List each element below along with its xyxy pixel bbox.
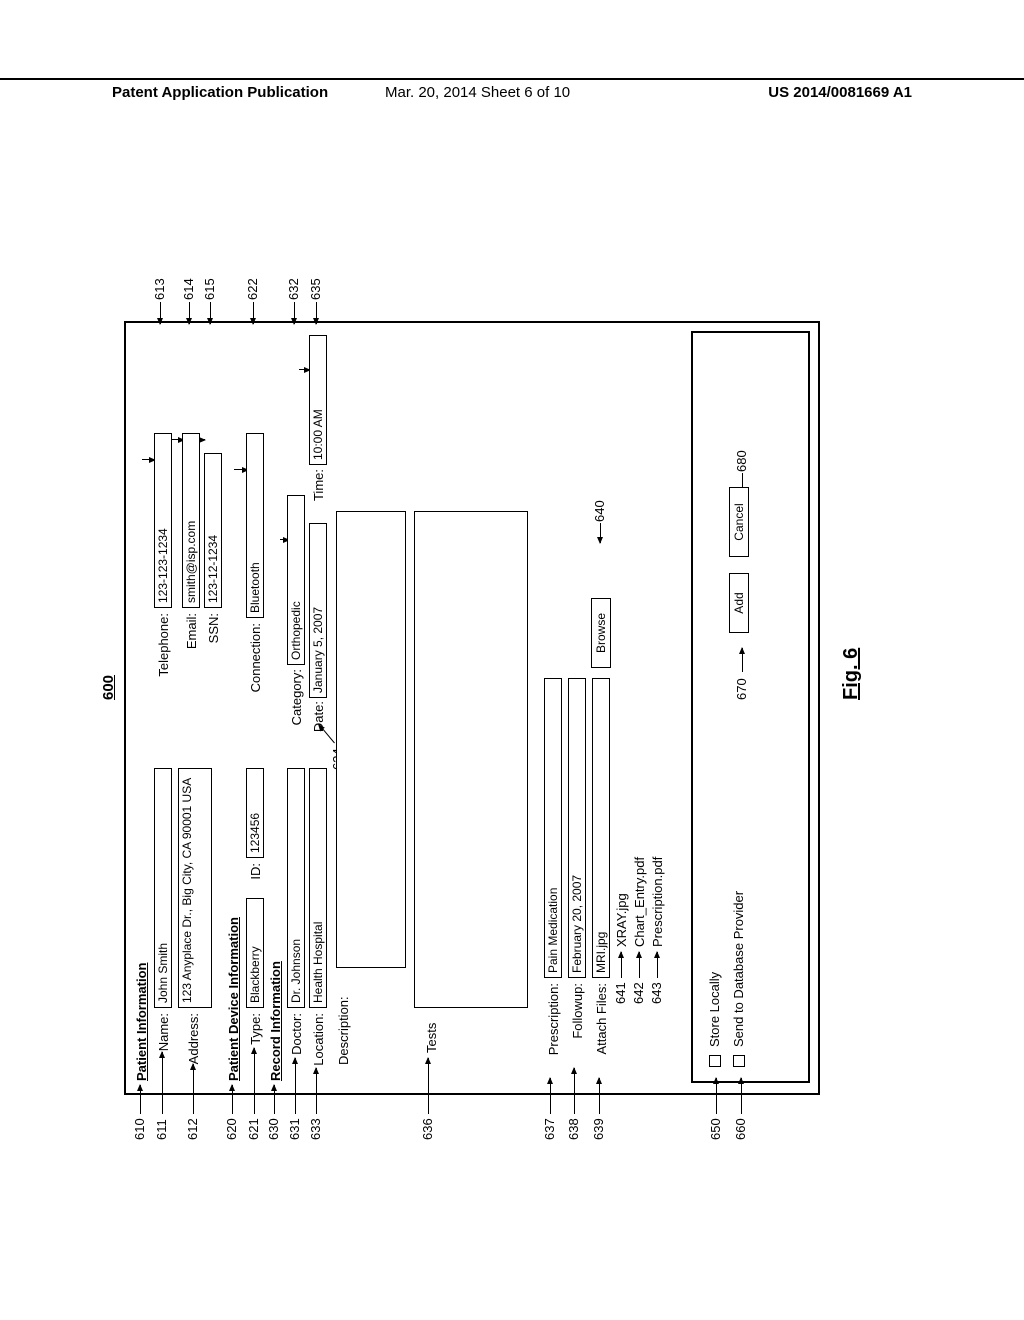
ref-610: 610	[132, 1118, 147, 1140]
ref-630: 630	[266, 1118, 281, 1140]
tests-field[interactable]	[414, 511, 528, 1008]
ref-621: 621	[246, 1118, 261, 1140]
type-label: Type:	[248, 1013, 263, 1059]
followup-label: Followup:	[570, 983, 585, 1073]
connection-label: Connection:	[248, 623, 263, 713]
location-label: Location:	[311, 1013, 326, 1081]
name-label: Name:	[156, 1013, 171, 1063]
ref-633: 633	[308, 1118, 323, 1140]
attach-label: Attach Files:	[594, 983, 609, 1093]
telephone-label: Telephone:	[156, 613, 171, 693]
ref-620: 620	[224, 1118, 239, 1140]
store-locally-checkbox[interactable]	[709, 1055, 721, 1067]
telephone-field[interactable]: 123-123-1234	[154, 433, 172, 608]
ref-638: 638	[566, 1118, 581, 1140]
patient-info-title: Patient Information	[134, 963, 149, 1081]
figure-wrap: 600 610 611 612 620 621 630 631 633 636 …	[100, 160, 920, 1240]
location-field[interactable]: Health Hospital	[309, 768, 327, 1008]
connection-field[interactable]: Bluetooth	[246, 433, 264, 618]
ref-635: 635	[308, 278, 323, 300]
figure: 600 610 611 612 620 621 630 631 633 636 …	[100, 160, 920, 1240]
add-button[interactable]: Add	[729, 573, 749, 633]
page-header: Patent Application Publication Mar. 20, …	[0, 78, 1024, 110]
ref-637: 637	[542, 1118, 557, 1140]
file-2: Chart_Entry.pdf	[632, 857, 647, 947]
header-right: US 2014/0081669 A1	[768, 84, 912, 101]
store-locally-label: Store Locally	[707, 972, 722, 1047]
ssn-field[interactable]: 123-12-1234	[204, 453, 222, 608]
prescription-field[interactable]: Pain Medication	[544, 678, 562, 978]
doctor-label: Doctor:	[289, 1013, 304, 1071]
ref-636: 636	[420, 1118, 435, 1140]
file-1: XRAY.jpg	[614, 893, 629, 947]
ref-614: 614	[181, 278, 196, 300]
ref-613: 613	[152, 278, 167, 300]
ref-615: 615	[202, 278, 217, 300]
category-field[interactable]: Orthopedic	[287, 495, 305, 665]
name-field[interactable]: John Smith	[154, 768, 172, 1008]
date-label: Date:	[311, 701, 326, 745]
id-field[interactable]: 123456	[246, 768, 264, 858]
figure-caption: Fig. 6	[840, 648, 863, 700]
date-field[interactable]: January 5, 2007	[309, 523, 327, 698]
ref-650: 650	[708, 1118, 723, 1140]
description-field[interactable]	[336, 511, 406, 968]
send-db-label: Send to Database Provider	[731, 891, 746, 1047]
attach-field[interactable]: MRI.jpg	[592, 678, 610, 978]
followup-field[interactable]: February 20, 2007	[568, 678, 586, 978]
cancel-button[interactable]: Cancel	[729, 487, 749, 557]
figure-number: 600	[100, 675, 117, 700]
prescription-label: Prescription:	[546, 983, 561, 1093]
send-db-checkbox[interactable]	[733, 1055, 745, 1067]
ref-660: 660	[733, 1118, 748, 1140]
browse-button[interactable]: Browse	[591, 598, 611, 668]
form-panel: Patient Information Name: John Smith Tel…	[124, 321, 820, 1095]
ref-631: 631	[287, 1118, 302, 1140]
address-label: Address:	[186, 1013, 201, 1081]
tests-label: Tests	[424, 1003, 439, 1053]
record-info-title: Record Information	[268, 961, 283, 1081]
address-field[interactable]: 123 Anyplace Dr., Big City, CA 90001 USA	[178, 768, 212, 1008]
header-center: Mar. 20, 2014 Sheet 6 of 10	[385, 84, 570, 101]
category-label: Category:	[289, 669, 304, 743]
ref-639: 639	[591, 1118, 606, 1140]
device-info-title: Patient Device Information	[226, 917, 241, 1081]
file-3: Prescription.pdf	[650, 857, 665, 947]
time-label: Time:	[311, 469, 326, 515]
ref-611: 611	[154, 1119, 169, 1140]
email-field[interactable]: smith@isp.com	[182, 433, 200, 608]
ssn-label: SSN:	[206, 613, 221, 655]
page: Patent Application Publication Mar. 20, …	[0, 0, 1024, 1320]
header-left: Patent Application Publication	[112, 84, 328, 101]
id-label: ID:	[248, 863, 263, 893]
type-field[interactable]: Blackberry	[246, 898, 264, 1008]
ref-612: 612	[185, 1118, 200, 1140]
description-label: Description:	[336, 975, 351, 1065]
options-panel: Store Locally Send to Database Provider …	[691, 331, 810, 1083]
time-field[interactable]: 10:00 AM	[309, 335, 327, 465]
ref-622: 622	[245, 278, 260, 300]
email-label: Email:	[184, 613, 199, 663]
ref-632: 632	[286, 278, 301, 300]
doctor-field[interactable]: Dr. Johnson	[287, 768, 305, 1008]
